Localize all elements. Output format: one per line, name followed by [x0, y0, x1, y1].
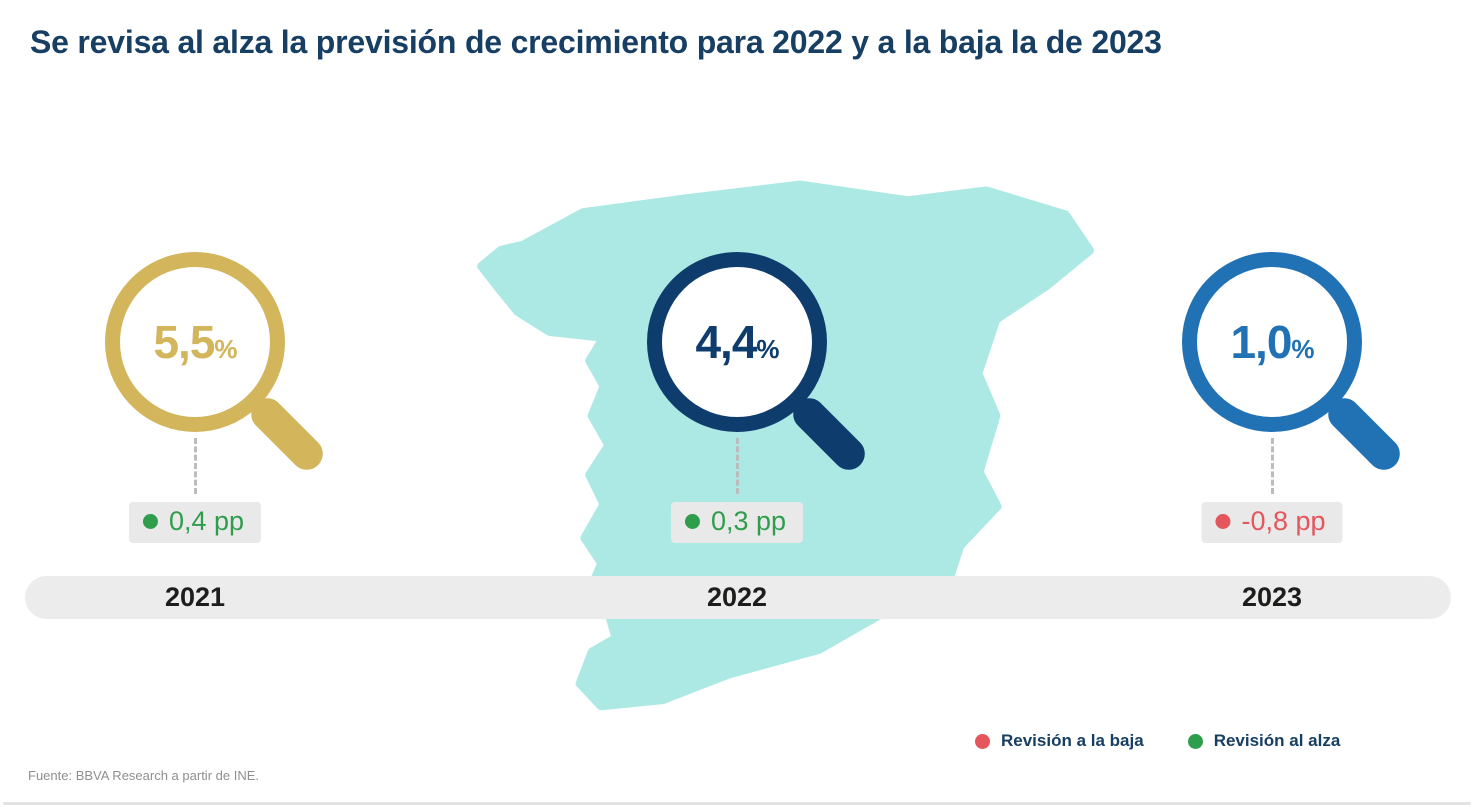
- revision-value: -0,8 pp: [1241, 506, 1326, 536]
- revision-value: 0,3 pp: [710, 506, 787, 536]
- magnifier-icon: 5,5%: [105, 252, 285, 432]
- forecast-item-2023: 1,0% -0,8 pp 2023: [1132, 252, 1412, 627]
- legend-entry-up: Revisión al alza: [1187, 731, 1341, 751]
- revision-badge: -0,8 pp: [1201, 502, 1343, 543]
- forecast-item-2022: 4,4% 0,3 pp 2022: [597, 252, 877, 627]
- percent-sign: %: [214, 334, 237, 364]
- legend-down-label: Revisión a la baja: [1001, 731, 1144, 750]
- spain-map-icon: [477, 180, 1094, 711]
- dashed-connector: [1271, 438, 1274, 494]
- revision-down-dot-icon: [1215, 514, 1231, 529]
- growth-value: 5,5%: [153, 316, 237, 368]
- spain-map-shape: [477, 180, 1094, 711]
- year-label: 2021: [164, 582, 226, 612]
- magnifier-icon: 1,0%: [1182, 252, 1362, 432]
- legend-entry-down: Revisión a la baja: [975, 731, 1144, 751]
- forecast-item-2021: 5,5% 0,4 pp 2021: [55, 252, 335, 627]
- legend: Revisión a la baja Revisión al alza: [975, 731, 1340, 751]
- year-label: 2022: [706, 582, 768, 612]
- growth-number: 4,4: [695, 316, 757, 368]
- growth-number: 5,5: [153, 316, 215, 368]
- revision-badge: 0,4 pp: [128, 502, 262, 543]
- revision-badge: 0,3 pp: [670, 502, 804, 543]
- page-title: Se revisa al alza la previsión de crecim…: [30, 24, 1162, 60]
- revision-up-dot-icon: [142, 514, 158, 529]
- growth-value: 1,0%: [1230, 316, 1314, 368]
- timeline-band: [25, 576, 1451, 619]
- revision-value: 0,4 pp: [168, 506, 245, 536]
- growth-number: 1,0: [1230, 316, 1292, 368]
- year-label: 2023: [1241, 582, 1303, 612]
- card-bottom-edge: [3, 802, 1471, 805]
- legend-down-dot-icon: [975, 733, 990, 749]
- source-note: Fuente: BBVA Research a partir de INE.: [28, 768, 259, 783]
- revision-up-dot-icon: [684, 514, 700, 529]
- growth-value: 4,4%: [695, 316, 779, 368]
- magnifier-icon: 4,4%: [647, 252, 827, 432]
- dashed-connector: [194, 438, 197, 494]
- dashed-connector: [736, 438, 739, 494]
- legend-up-label: Revisión al alza: [1213, 731, 1341, 750]
- percent-sign: %: [1291, 334, 1314, 364]
- percent-sign: %: [756, 334, 779, 364]
- legend-up-dot-icon: [1187, 733, 1203, 749]
